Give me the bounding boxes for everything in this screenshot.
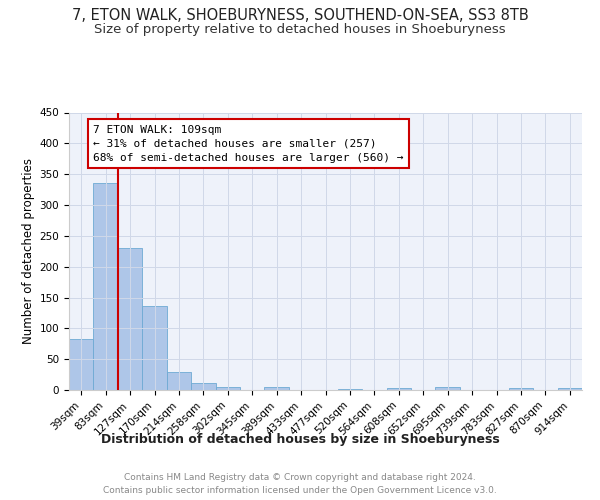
Bar xyxy=(94,184,118,390)
Bar xyxy=(265,387,289,390)
Bar xyxy=(69,339,94,390)
Bar xyxy=(215,387,240,390)
Bar xyxy=(386,388,411,390)
Text: Distribution of detached houses by size in Shoeburyness: Distribution of detached houses by size … xyxy=(101,432,499,446)
Bar xyxy=(118,248,142,390)
Bar xyxy=(191,383,215,390)
Text: Contains HM Land Registry data © Crown copyright and database right 2024.
Contai: Contains HM Land Registry data © Crown c… xyxy=(103,472,497,494)
Bar xyxy=(509,388,533,390)
Bar xyxy=(436,387,460,390)
Bar xyxy=(142,306,167,390)
Bar xyxy=(338,389,362,390)
Bar xyxy=(557,388,582,390)
Text: 7, ETON WALK, SHOEBURYNESS, SOUTHEND-ON-SEA, SS3 8TB: 7, ETON WALK, SHOEBURYNESS, SOUTHEND-ON-… xyxy=(71,8,529,22)
Y-axis label: Number of detached properties: Number of detached properties xyxy=(22,158,35,344)
Text: 7 ETON WALK: 109sqm
← 31% of detached houses are smaller (257)
68% of semi-detac: 7 ETON WALK: 109sqm ← 31% of detached ho… xyxy=(94,125,404,163)
Bar xyxy=(167,372,191,390)
Text: Size of property relative to detached houses in Shoeburyness: Size of property relative to detached ho… xyxy=(94,22,506,36)
